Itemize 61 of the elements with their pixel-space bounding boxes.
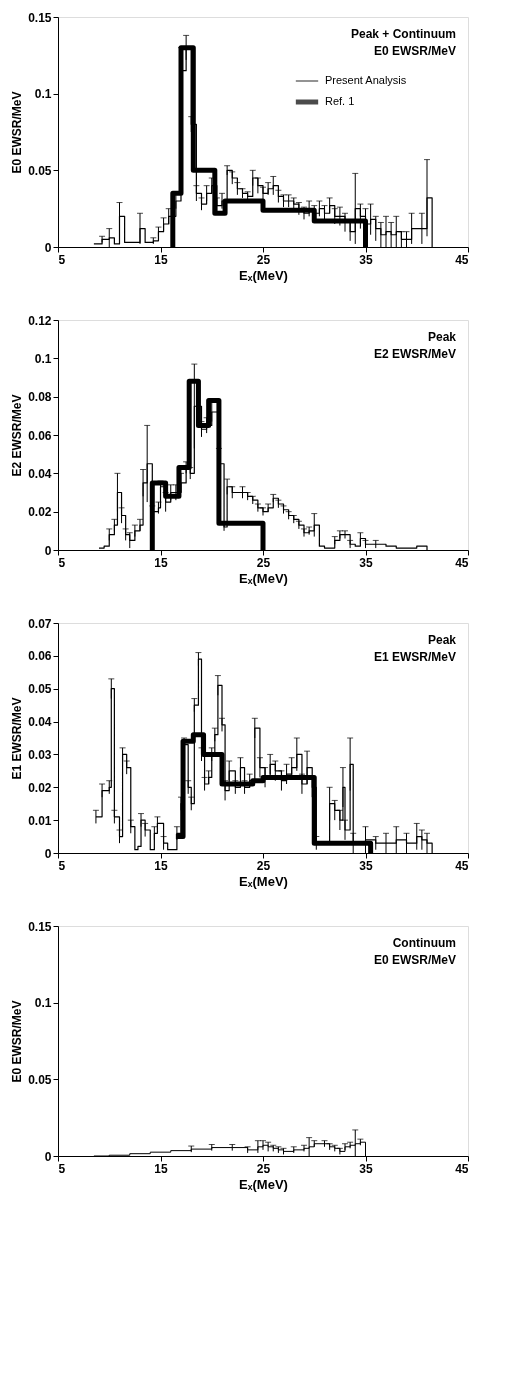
- y-tick-label: 0.01: [28, 813, 52, 828]
- y-axis-title: E2 EWSR/MeV: [10, 394, 25, 477]
- y-tick-label: 0.15: [28, 919, 52, 934]
- annotation: Peak: [427, 633, 457, 647]
- y-tick-label: 0.04: [28, 466, 52, 481]
- legend-label: Present Analysis: [325, 74, 407, 86]
- y-axis-title: E0 EWSR/MeV: [10, 91, 25, 174]
- x-tick-label: 5: [58, 858, 66, 873]
- x-tick-label: 45: [455, 858, 469, 873]
- x-tick-label: 25: [256, 252, 271, 267]
- x-tick-label: 25: [256, 1161, 271, 1176]
- y-tick-label: 0.07: [28, 616, 52, 631]
- y-tick-label: 0.04: [28, 715, 52, 730]
- x-axis-title: Eₓ(MeV): [239, 1176, 288, 1192]
- legend-label: Ref. 1: [325, 95, 355, 107]
- x-axis-title: Eₓ(MeV): [239, 267, 288, 283]
- x-tick-label: 5: [58, 1161, 66, 1176]
- y-tick-label: 0: [44, 240, 52, 255]
- y-tick-label: 0.03: [28, 747, 52, 762]
- x-tick-label: 15: [154, 252, 168, 267]
- annotation: Continuum: [392, 936, 456, 950]
- y-tick-label: 0.05: [28, 1072, 52, 1087]
- x-tick-label: 15: [154, 858, 168, 873]
- y-tick-label: 0.05: [28, 682, 52, 697]
- x-tick-label: 45: [455, 555, 469, 570]
- y-tick-label: 0.12: [28, 313, 52, 328]
- y-axis-title: E0 EWSR/MeV: [10, 1000, 25, 1083]
- x-tick-label: 25: [256, 858, 271, 873]
- annotation: E1 EWSR/MeV: [373, 650, 456, 664]
- y-tick-label: 0.06: [28, 428, 52, 443]
- x-tick-label: 45: [455, 1161, 469, 1176]
- y-tick-label: 0.1: [34, 351, 52, 366]
- y-tick-label: 0.06: [28, 649, 52, 664]
- annotation: E0 EWSR/MeV: [373, 953, 456, 967]
- x-tick-label: 5: [58, 555, 66, 570]
- annotation: E2 EWSR/MeV: [373, 347, 456, 361]
- x-tick-label: 15: [154, 555, 168, 570]
- y-tick-label: 0.02: [28, 505, 52, 520]
- x-tick-label: 15: [154, 1161, 168, 1176]
- y-tick-label: 0: [44, 543, 52, 558]
- y-tick-label: 0.05: [28, 163, 52, 178]
- y-tick-label: 0: [44, 846, 52, 861]
- x-tick-label: 25: [256, 555, 271, 570]
- annotation: Peak + Continuum: [350, 27, 456, 41]
- y-tick-label: 0.02: [28, 780, 52, 795]
- y-tick-label: 0.1: [34, 87, 52, 102]
- annotation: Peak: [427, 330, 457, 344]
- x-tick-label: 45: [455, 252, 469, 267]
- x-tick-label: 35: [359, 858, 373, 873]
- y-tick-label: 0.1: [34, 996, 52, 1011]
- x-tick-label: 5: [58, 252, 66, 267]
- x-axis-title: Eₓ(MeV): [239, 570, 288, 586]
- y-axis-title: E1 EWSR/MeV: [10, 697, 25, 780]
- x-tick-label: 35: [359, 1161, 373, 1176]
- y-tick-label: 0: [44, 1149, 52, 1164]
- x-tick-label: 35: [359, 555, 373, 570]
- x-axis-title: Eₓ(MeV): [239, 873, 288, 889]
- y-tick-label: 0.15: [28, 10, 52, 25]
- y-tick-label: 0.08: [28, 390, 52, 405]
- x-tick-label: 35: [359, 252, 373, 267]
- annotation: E0 EWSR/MeV: [373, 44, 456, 58]
